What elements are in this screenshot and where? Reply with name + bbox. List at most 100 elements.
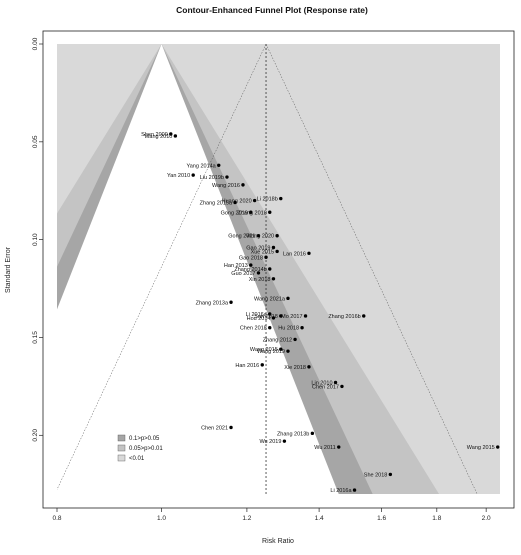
y-tick-label: 0.00 (32, 37, 39, 50)
study-label: Chen 2021 (201, 425, 228, 431)
study-point (268, 325, 272, 330)
study-label: Wang 2019 (257, 349, 285, 355)
legend-swatch (117, 444, 126, 452)
study-point (362, 314, 366, 318)
ci-line-left (57, 44, 267, 491)
x-tick-label: 1.6 (377, 515, 386, 522)
study-point (388, 472, 393, 477)
study-point (173, 134, 178, 138)
legend-label: 0.1>p>0.05 (129, 436, 160, 442)
study-label: Han 2016 (235, 363, 259, 369)
study-point (256, 271, 261, 275)
plot-frame (42, 30, 515, 509)
legend-swatch (117, 454, 126, 462)
study-point (340, 384, 344, 389)
study-point (286, 349, 290, 353)
study-point (268, 267, 272, 271)
study-point (307, 365, 311, 369)
study-label: Wang 2016 (212, 183, 240, 189)
study-label: Li 2018b (257, 197, 278, 203)
study-label: Sun 2018 (254, 314, 278, 320)
study-point (229, 300, 233, 304)
study-point (333, 380, 338, 385)
axes: 0.8 1.0 1.2 1.4 1.6 1.8 2.0 0.00 0.05 0.10 0.15 0.2… (32, 30, 515, 522)
study-label: Guo 2017 (231, 271, 255, 277)
study-point (241, 183, 245, 187)
study-label: Hu 2018 (278, 326, 299, 332)
y-tick-label: 0.05 (32, 135, 39, 148)
y-tick-label: 0.10 (32, 233, 39, 246)
study-label: Liu 2019b (200, 175, 224, 181)
legend: 0.1>p>0.05 0.05>p>0.01 <0.01 (117, 434, 163, 462)
study-point (271, 316, 276, 320)
legend-label: <0.01 (129, 456, 145, 462)
study-label: Wang 2021a (254, 296, 286, 302)
study-label: Gong 2019 (221, 210, 248, 216)
study-label: Li 2016a (330, 488, 352, 494)
study-label: Wang 2015 (250, 347, 278, 353)
study-label: Chen 2017 (312, 384, 339, 390)
x-tick-label: 1.2 (242, 515, 251, 522)
study-point (300, 325, 304, 330)
x-tick-label: 1.4 (315, 515, 324, 522)
study-label: Shen 2009 (141, 132, 168, 138)
study-point (252, 198, 257, 203)
study-point (279, 314, 283, 318)
study-label: Wang 2015 (467, 445, 495, 451)
study-label: Wu 2011 (314, 445, 336, 451)
legend-swatch (117, 434, 126, 442)
study-label: Wang 2020 (246, 234, 274, 240)
study-point (229, 425, 233, 430)
ci-line-right (265, 44, 478, 494)
x-tick-label: 0.8 (52, 515, 61, 522)
study-label: Xue 2015 (251, 249, 275, 255)
study-label: Gao 2018 (239, 255, 263, 261)
study-point (293, 337, 297, 342)
study-point (191, 173, 195, 177)
contour-regions (57, 44, 500, 494)
study-point (268, 312, 272, 316)
study-label: Gong 2021 (228, 234, 255, 240)
study-label: Xin 2018 (249, 277, 271, 283)
study-point (275, 234, 279, 238)
study-label: Xie 2018 (284, 365, 306, 371)
study-label: Yang 2014a (186, 163, 216, 169)
study-point (260, 363, 264, 367)
y-axis-label: Standard Error (5, 246, 12, 293)
study-label: Huang 2020 (222, 199, 252, 205)
legend-label: 0.05>p>0.01 (129, 446, 163, 452)
study-label: Lin 2010 (311, 380, 332, 386)
study-label: Chen 2018 (240, 326, 267, 332)
study-point (217, 163, 221, 168)
study-label: Wu 2019 (259, 439, 281, 445)
reference-lines (57, 44, 478, 494)
study-point (310, 431, 315, 436)
y-tick-label: 0.20 (32, 429, 39, 442)
study-label: Zhang 2014b (234, 267, 266, 273)
study-label: Gao 2019 (246, 245, 270, 251)
study-label: Hou 2014 (247, 316, 271, 322)
x-tick-label: 2.0 (482, 515, 491, 522)
study-label: Han 2013 (224, 263, 248, 269)
study-label: Zhang 2015a (200, 200, 233, 206)
study-label: Yan 2010 (167, 173, 190, 179)
study-point (249, 210, 253, 214)
study-point (256, 234, 261, 238)
study-point (286, 296, 290, 301)
study-label: Zhang 2013b (277, 431, 309, 437)
study-point (282, 439, 287, 443)
study-point (279, 347, 283, 351)
study-point (307, 251, 311, 256)
study-label: Zhang 2016b (328, 314, 360, 320)
study-point (249, 263, 253, 267)
study-label: Lan 2016 (283, 251, 306, 257)
study-label: She 2018 (364, 472, 388, 478)
study-point (169, 132, 173, 136)
x-tick-label: 1.0 (157, 515, 166, 522)
study-point (268, 210, 272, 214)
study-point (337, 445, 341, 449)
study-label: Zhang 2018 (237, 210, 266, 216)
